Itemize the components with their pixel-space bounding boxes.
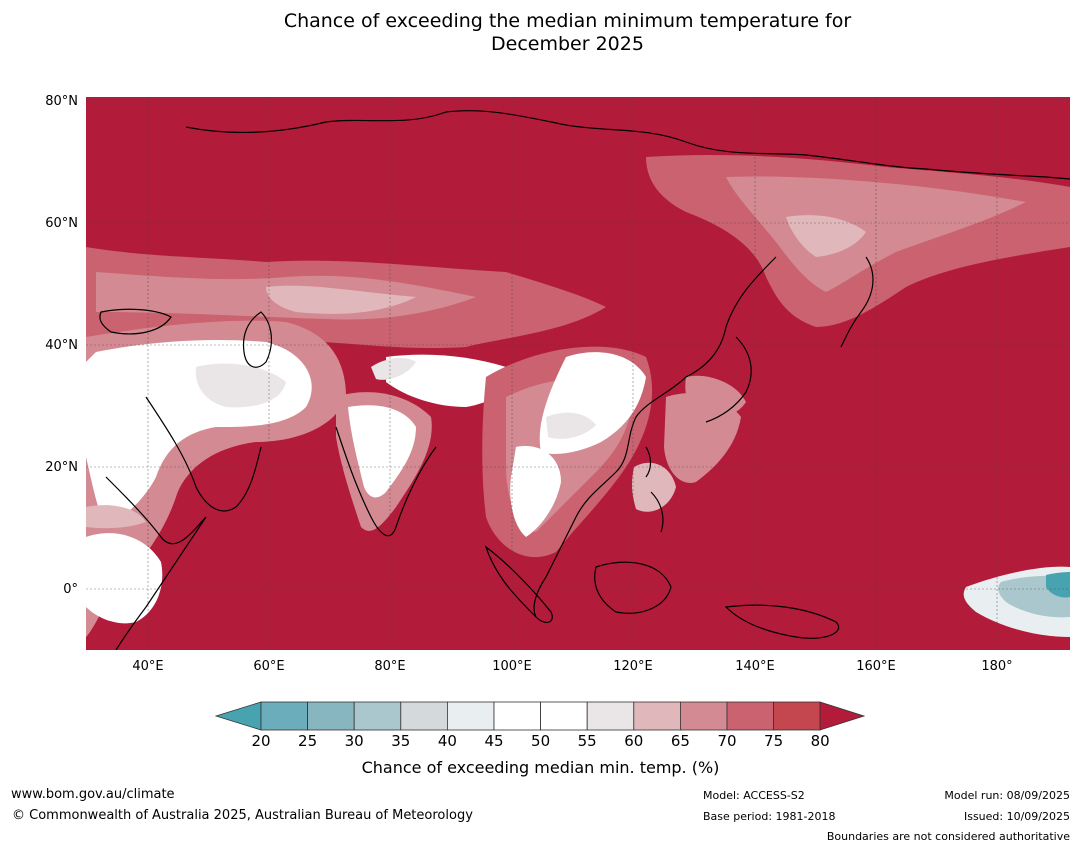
colorbar-tick-label: 80	[810, 732, 830, 750]
x-tick-80e: 80°E	[374, 659, 406, 674]
coastline-new-guinea	[724, 604, 840, 639]
coastline-sumatra	[484, 545, 553, 624]
map-title: Chance of exceeding the median minimum t…	[0, 10, 1081, 56]
coastlines	[99, 110, 1070, 650]
footer-model: Model: ACCESS-S2	[703, 789, 805, 802]
colorbar-tick-label: 65	[670, 732, 690, 750]
footer-model-run: Model run: 08/09/2025	[944, 789, 1070, 802]
coastline-caspian	[242, 311, 273, 368]
x-tick-100e: 100°E	[492, 659, 532, 674]
footer-copyright: © Commonwealth of Australia 2025, Austra…	[12, 808, 473, 823]
x-tick-40e: 40°E	[132, 659, 164, 674]
coastline-arabia	[145, 396, 262, 512]
x-tick-140e: 140°E	[735, 659, 775, 674]
colorbar-segment	[353, 701, 402, 731]
colorbar-tick-label: 60	[624, 732, 644, 750]
coastline-black-sea	[99, 308, 172, 335]
colorbar	[214, 700, 866, 732]
middle-east-light	[195, 363, 286, 408]
colorbar-under-triangle	[214, 701, 262, 731]
india-white	[348, 405, 416, 498]
northeast-asia-pale	[786, 215, 866, 257]
coastline-india	[335, 426, 437, 537]
title-line-2: December 2025	[491, 33, 644, 55]
colorbar-segment	[446, 701, 495, 731]
coastline-kamchatka	[840, 256, 874, 348]
x-tick-160e: 160°E	[856, 659, 896, 674]
china-pale	[546, 412, 596, 439]
horn-africa-pale	[86, 505, 146, 529]
colorbar-tick-label: 75	[764, 732, 784, 750]
x-tick-60e: 60°E	[253, 659, 285, 674]
coastline-borneo	[594, 561, 672, 614]
indochina-white	[510, 446, 561, 537]
colorbar-svg	[214, 701, 866, 731]
footer-base-period: Base period: 1981-2018	[703, 810, 836, 823]
y-tick-40n: 40°N	[45, 338, 78, 353]
colorbar-tick-label: 25	[298, 732, 318, 750]
colorbar-segment	[726, 701, 774, 731]
probability-map	[86, 97, 1070, 650]
coastline-arctic	[185, 110, 1070, 180]
title-line-1: Chance of exceeding the median minimum t…	[283, 10, 852, 32]
colorbar-segment	[586, 701, 635, 731]
colorbar-tick-label: 40	[437, 732, 457, 750]
tibet-white	[386, 354, 509, 407]
footer-website: www.bom.gov.au/climate	[11, 787, 175, 802]
coastline-japan	[705, 336, 752, 423]
y-tick-60n: 60°N	[45, 216, 78, 231]
philippines-pale	[631, 462, 676, 512]
x-tick-120e: 120°E	[613, 659, 653, 674]
colorbar-segment	[633, 701, 681, 731]
colorbar-label: Chance of exceeding median min. temp. (%…	[361, 758, 720, 777]
colorbar-tick-label: 55	[577, 732, 597, 750]
colorbar-segment	[773, 701, 821, 731]
colorbar-segment	[260, 701, 308, 731]
colorbar-segment	[540, 701, 588, 731]
colorbar-segment	[679, 701, 728, 731]
pacific-teal-core	[1046, 572, 1070, 598]
horn-africa-white	[86, 533, 163, 624]
colorbar-tick-label: 35	[391, 732, 411, 750]
map-canvas	[86, 97, 1070, 650]
y-tick-0: 0°	[63, 582, 78, 597]
colorbar-tick-label: 50	[531, 732, 551, 750]
footer-issued: Issued: 10/09/2025	[963, 810, 1070, 823]
central-asia-pale-band	[266, 285, 416, 314]
x-tick-180: 180°	[981, 659, 1013, 674]
coastline-taiwan-philippines	[645, 446, 664, 533]
colorbar-tick-label: 20	[251, 732, 271, 750]
colorbar-over-triangle	[819, 701, 866, 731]
y-tick-20n: 20°N	[45, 460, 78, 475]
y-tick-80n: 80°N	[45, 94, 78, 109]
coastline-africa	[105, 476, 207, 650]
coastline-east-asia	[533, 256, 777, 618]
tibet-pale	[371, 357, 416, 380]
colorbar-segments	[260, 701, 821, 731]
colorbar-segment	[400, 701, 448, 731]
colorbar-segment	[493, 701, 541, 731]
graticule	[86, 97, 1070, 650]
footer-boundaries: Boundaries are not considered authoritat…	[826, 830, 1070, 843]
colorbar-tick-label: 30	[344, 732, 364, 750]
colorbar-segment	[307, 701, 355, 731]
colorbar-tick-label: 70	[717, 732, 737, 750]
colorbar-tick-label: 45	[484, 732, 504, 750]
